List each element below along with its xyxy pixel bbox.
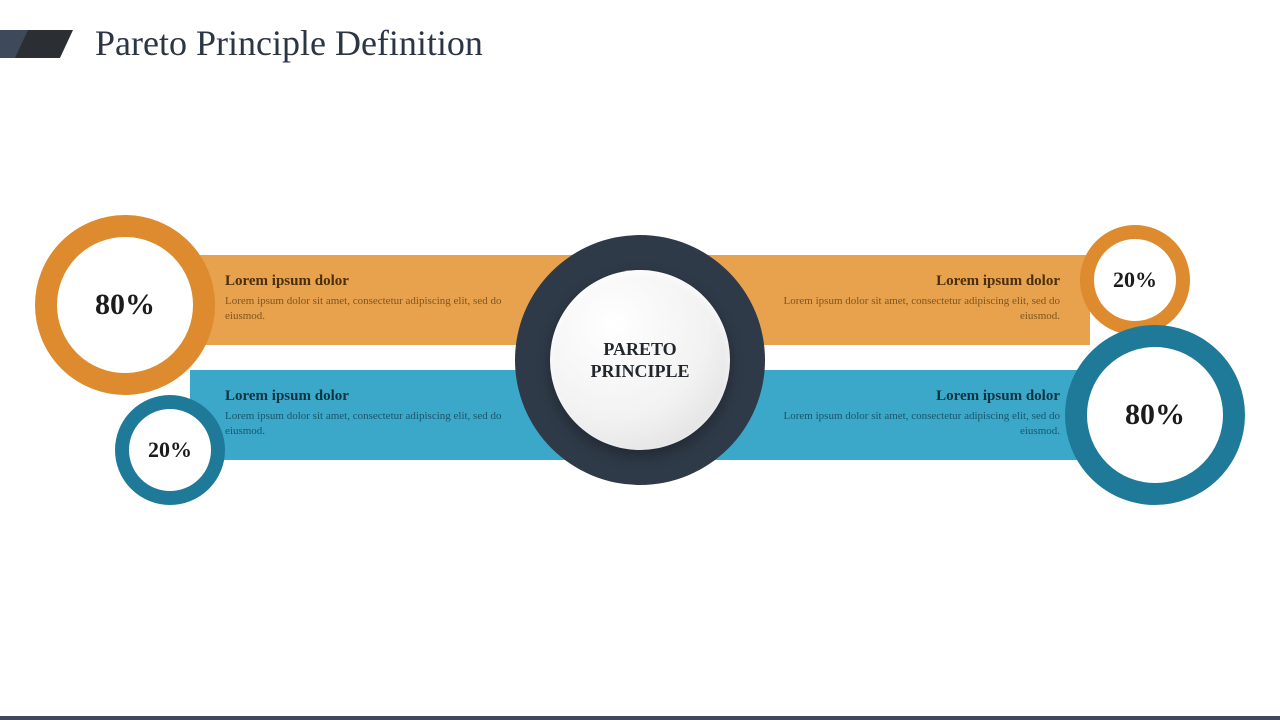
text-bottom-left: Lorem ipsum dolor Lorem ipsum dolor sit …: [225, 388, 505, 439]
body: Lorem ipsum dolor sit amet, consectetur …: [780, 294, 1060, 324]
center-label: PARETO PRINCIPLE: [590, 338, 689, 383]
heading: Lorem ipsum dolor: [780, 388, 1060, 405]
pct-circle-bottom-left: 20%: [115, 395, 225, 505]
text-top-left: Lorem ipsum dolor Lorem ipsum dolor sit …: [225, 273, 505, 324]
heading: Lorem ipsum dolor: [225, 388, 505, 405]
title-decor-icon: [0, 30, 70, 58]
pct-value: 20%: [1113, 267, 1157, 293]
pct-value: 20%: [148, 437, 192, 463]
body: Lorem ipsum dolor sit amet, consectetur …: [780, 409, 1060, 439]
pct-circle-top-left: 80%: [35, 215, 215, 395]
center-circle-inner: PARETO PRINCIPLE: [550, 270, 730, 450]
pct-value: 80%: [95, 288, 155, 322]
body: Lorem ipsum dolor sit amet, consectetur …: [225, 409, 505, 439]
text-top-right: Lorem ipsum dolor Lorem ipsum dolor sit …: [780, 273, 1060, 324]
slide: Pareto Principle Definition Lorem ipsum …: [0, 0, 1280, 720]
pct-circle-top-right: 20%: [1080, 225, 1190, 335]
heading: Lorem ipsum dolor: [780, 273, 1060, 290]
pct-value: 80%: [1125, 398, 1185, 432]
heading: Lorem ipsum dolor: [225, 273, 505, 290]
text-bottom-right: Lorem ipsum dolor Lorem ipsum dolor sit …: [780, 388, 1060, 439]
pct-circle-bottom-right: 80%: [1065, 325, 1245, 505]
footer-line: [0, 716, 1280, 720]
body: Lorem ipsum dolor sit amet, consectetur …: [225, 294, 505, 324]
center-circle: PARETO PRINCIPLE: [515, 235, 765, 485]
page-title: Pareto Principle Definition: [95, 22, 483, 64]
